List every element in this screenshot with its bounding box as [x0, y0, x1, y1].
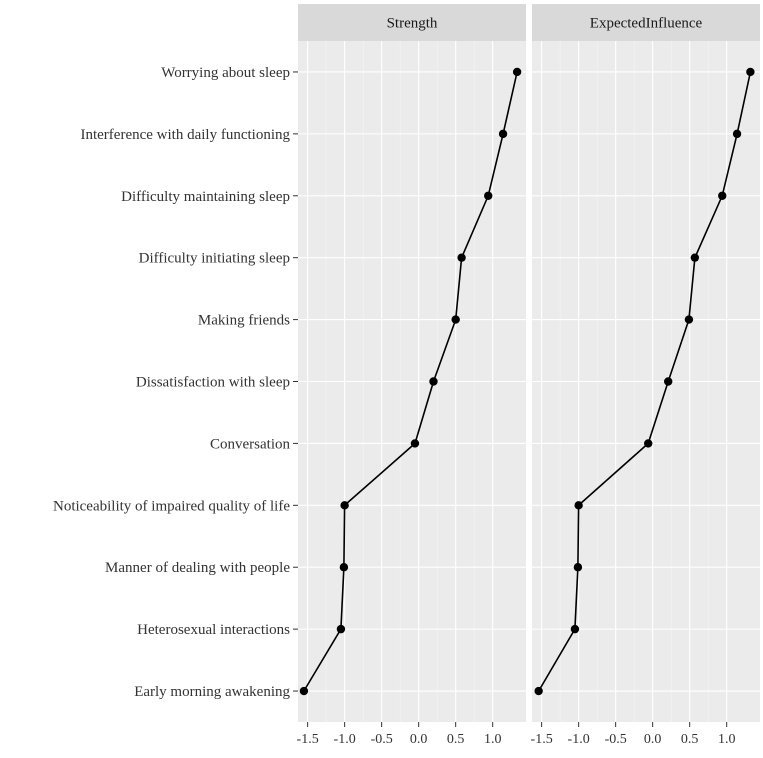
data-point	[451, 315, 460, 324]
data-point	[512, 67, 522, 77]
data-point	[340, 501, 349, 510]
data-point	[718, 191, 727, 200]
y-tick-label: Noticeability of impaired quality of lif…	[53, 498, 290, 514]
data-point	[732, 129, 742, 139]
panel-1: Strength -1.5 -1.0 -0.5 0.0 0.5 1.0	[297, 4, 526, 747]
y-tick-label: Interference with daily functioning	[80, 127, 290, 143]
data-point	[339, 563, 349, 572]
x-tick-label: -1.0	[568, 732, 590, 747]
y-tick-label: Manner of dealing with people	[105, 560, 290, 576]
y-tick-label: Worrying about sleep	[161, 65, 290, 81]
x-tick-label: -1.0	[334, 732, 356, 747]
x-tick-label: 0.0	[644, 732, 662, 747]
x-tick-label: 1.0	[484, 732, 502, 747]
data-point	[574, 501, 583, 510]
data-point	[299, 686, 309, 696]
data-point	[644, 439, 653, 448]
data-point	[664, 377, 673, 386]
data-point	[690, 253, 700, 262]
x-tick-label: 0.5	[681, 732, 699, 747]
data-point	[484, 191, 493, 200]
y-axis-labels: Worrying about sleep Interference with da…	[53, 65, 298, 700]
y-tick-label: Early morning awakening	[134, 684, 290, 700]
y-tick-label: Difficulty initiating sleep	[139, 251, 290, 267]
data-point	[570, 624, 580, 634]
x-tick-label: -1.5	[531, 732, 553, 747]
data-point	[498, 129, 508, 139]
facet-strip	[532, 4, 760, 41]
y-tick-label: Conversation	[210, 436, 290, 452]
data-point	[573, 563, 583, 572]
data-point	[684, 315, 694, 324]
y-tick-label: Difficulty maintaining sleep	[121, 189, 290, 205]
data-point	[457, 253, 466, 262]
facet-panels: Strength-1.5 -1.0 -0.5 0.0 0.5 1.0ExpectedInf…	[297, 4, 760, 747]
data-point	[429, 377, 438, 386]
facet-title: ExpectedInfluence	[590, 16, 703, 32]
data-point	[534, 686, 543, 696]
x-tick-label: -1.5	[297, 732, 319, 747]
y-tick-label: Dissatisfaction with sleep	[136, 375, 290, 391]
panel-2: ExpectedInfluence -1.5 -1.0 -0.5 0.0 0.5 1.0	[531, 4, 760, 747]
y-tick-label: Making friends	[198, 313, 290, 329]
x-tick-label: -0.5	[605, 732, 627, 747]
data-point	[746, 67, 755, 77]
facet-title: Strength	[387, 16, 438, 32]
y-tick-label: Heterosexual interactions	[137, 622, 290, 638]
x-tick-label: -0.5	[371, 732, 393, 747]
x-tick-label: 0.0	[410, 732, 428, 747]
facet-strip	[298, 4, 526, 41]
x-tick-label: 1.0	[718, 732, 736, 747]
x-tick-label: 0.5	[447, 732, 465, 747]
data-point	[336, 624, 346, 634]
data-point	[410, 439, 420, 448]
